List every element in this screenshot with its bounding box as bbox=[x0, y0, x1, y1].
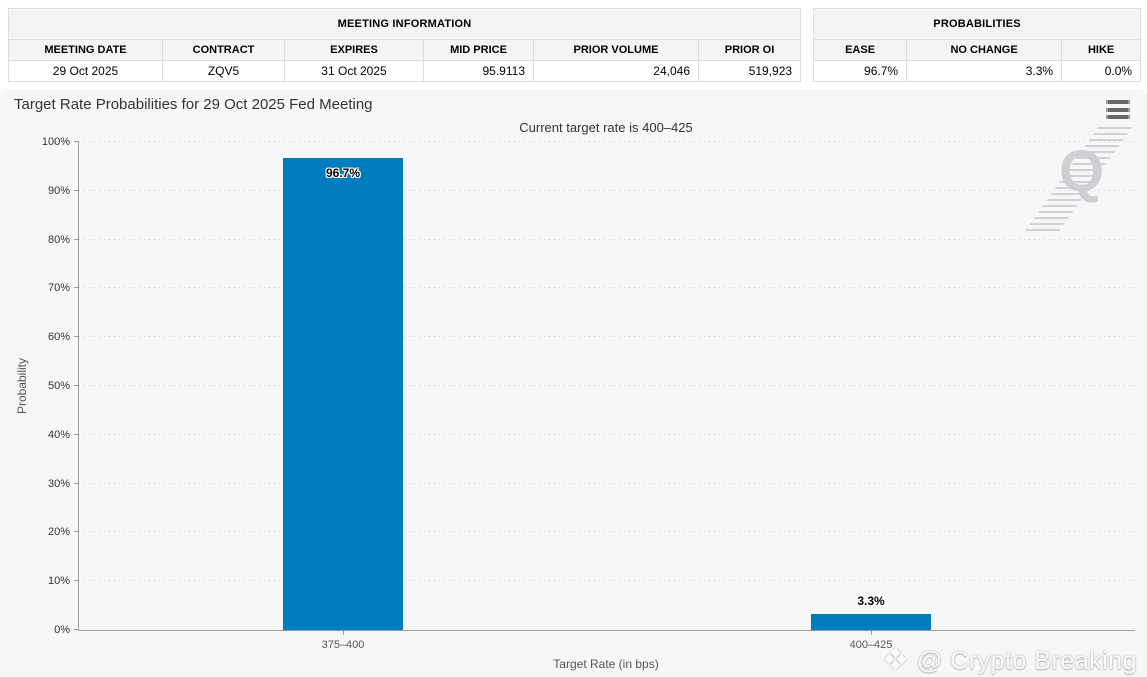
y-gridline bbox=[79, 141, 1135, 142]
y-axis-tick bbox=[74, 385, 79, 386]
probability-bar[interactable] bbox=[811, 613, 931, 630]
no-change-value: 3.3% bbox=[906, 60, 1063, 82]
col-header-hike: HIKE bbox=[1061, 39, 1142, 61]
prior-oi-value: 519,923 bbox=[697, 60, 802, 82]
y-axis-tick bbox=[74, 336, 79, 338]
y-axis-tick bbox=[74, 287, 79, 289]
y-axis-label: 60% bbox=[47, 331, 70, 344]
prior-volume-value: 24,046 bbox=[533, 60, 699, 82]
x-axis-tick bbox=[343, 630, 344, 635]
probabilities-table-title: PROBABILITIES bbox=[813, 8, 1142, 40]
col-header-contract: CONTRACT bbox=[162, 39, 285, 61]
hamburger-menu-icon bbox=[1106, 107, 1130, 112]
bar-value-label: 96.7% bbox=[325, 166, 361, 181]
meeting-date-value: 29 Oct 2025 bbox=[8, 60, 163, 82]
contract-value: ZQV5 bbox=[162, 60, 285, 82]
watermark-text: @ Crypto Breaking bbox=[916, 646, 1137, 675]
y-axis-tick bbox=[74, 238, 79, 240]
chart-title: Target Rate Probabilities for 29 Oct 202… bbox=[14, 96, 373, 113]
y-axis-label: 30% bbox=[47, 477, 70, 490]
meeting-table-row: 29 Oct 2025 ZQV5 31 Oct 2025 95.9113 24,… bbox=[8, 60, 802, 82]
bar-value-label: 3.3% bbox=[857, 593, 885, 608]
meeting-information-table: MEETING INFORMATION MEETING DATE CONTRAC… bbox=[7, 8, 802, 82]
y-axis-tick bbox=[74, 141, 79, 142]
probabilities-table: PROBABILITIES EASE NO CHANGE HIKE 96.7% … bbox=[813, 8, 1142, 82]
col-header-no-change: NO CHANGE bbox=[906, 39, 1063, 61]
probability-bar[interactable] bbox=[283, 158, 403, 630]
y-gridline bbox=[79, 580, 1135, 582]
y-axis-label: 40% bbox=[47, 428, 70, 441]
top-tables-row: MEETING INFORMATION MEETING DATE CONTRAC… bbox=[0, 0, 1147, 82]
y-axis-tick bbox=[74, 531, 79, 533]
y-gridline bbox=[79, 336, 1135, 338]
y-axis-title: Probability bbox=[15, 357, 29, 415]
y-axis-label: 90% bbox=[47, 184, 70, 197]
fed-meeting-probability-chart: Target Rate Probabilities for 29 Oct 202… bbox=[0, 89, 1147, 677]
y-axis-label: 80% bbox=[47, 233, 70, 246]
col-header-ease: EASE bbox=[813, 39, 908, 61]
col-header-mid-price: MID PRICE bbox=[423, 39, 534, 61]
y-gridline bbox=[79, 433, 1135, 435]
meeting-table-title: MEETING INFORMATION bbox=[7, 8, 802, 40]
col-header-meeting-date: MEETING DATE bbox=[8, 39, 163, 61]
x-axis-category-label: 400–425 bbox=[849, 639, 893, 651]
hamburger-menu-icon bbox=[1106, 100, 1130, 104]
y-axis-label: 100% bbox=[41, 136, 70, 148]
y-axis-tick bbox=[74, 482, 79, 484]
chart-subtitle: Current target rate is 400–425 bbox=[519, 120, 693, 135]
chart-export-menu-button[interactable] bbox=[1106, 100, 1130, 119]
y-axis-label: 0% bbox=[54, 624, 70, 636]
crypto-breaking-watermark: ❖ @ Crypto Breaking bbox=[882, 646, 1137, 676]
y-axis-tick bbox=[74, 189, 79, 191]
col-header-expires: EXPIRES bbox=[284, 39, 424, 61]
y-gridline bbox=[79, 531, 1135, 533]
x-axis-title: Target Rate (in bps) bbox=[553, 657, 659, 671]
y-axis-label: 50% bbox=[47, 380, 70, 392]
y-gridline bbox=[79, 189, 1135, 191]
y-gridline bbox=[79, 287, 1135, 289]
y-axis-tick bbox=[74, 580, 79, 582]
y-axis-label: 10% bbox=[47, 575, 70, 588]
mid-price-value: 95.9113 bbox=[423, 60, 534, 82]
expires-value: 31 Oct 2025 bbox=[284, 60, 424, 82]
y-axis-label: 70% bbox=[47, 282, 70, 295]
y-gridline bbox=[79, 238, 1135, 240]
col-header-prior-oi: PRIOR OI bbox=[697, 39, 802, 61]
probabilities-table-row: 96.7% 3.3% 0.0% bbox=[813, 60, 1142, 82]
y-gridline bbox=[79, 385, 1135, 386]
y-axis-tick bbox=[74, 433, 79, 435]
plot-area: 0% 10% 20% 30% 40% 50% 60% 70% 80% 90% 100% 96.7% 37… bbox=[42, 136, 1135, 651]
y-gridline bbox=[79, 482, 1135, 484]
hamburger-menu-icon bbox=[1106, 115, 1130, 119]
hike-value: 0.0% bbox=[1061, 60, 1142, 82]
y-axis-label: 20% bbox=[47, 526, 70, 539]
x-axis-tick bbox=[871, 630, 872, 635]
col-header-prior-volume: PRIOR VOLUME bbox=[533, 39, 699, 61]
ease-value: 96.7% bbox=[813, 60, 908, 82]
x-axis-category-label: 375–400 bbox=[321, 639, 365, 651]
y-axis-tick bbox=[74, 629, 79, 630]
